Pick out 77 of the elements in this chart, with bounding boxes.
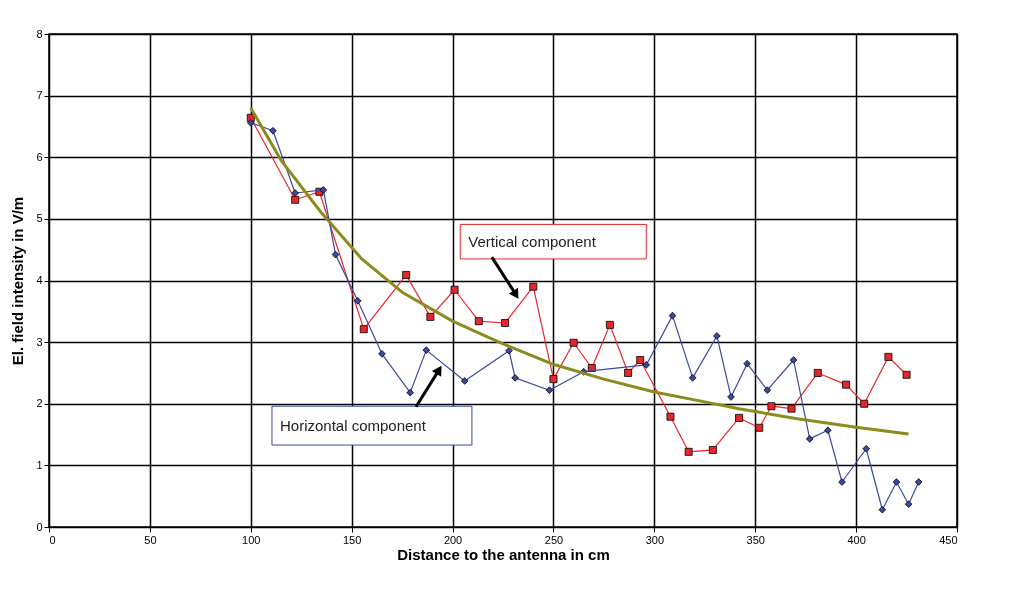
point — [291, 195, 300, 204]
point — [914, 478, 923, 486]
point — [713, 332, 721, 340]
point — [789, 356, 798, 364]
point — [422, 346, 431, 354]
y-tick-label: 5 — [36, 212, 43, 225]
point — [624, 369, 633, 377]
text: Vertical component — [468, 232, 597, 250]
point — [606, 320, 614, 329]
point — [378, 350, 386, 358]
point — [642, 361, 651, 369]
y-tick-label: 6 — [36, 150, 43, 163]
point — [569, 338, 578, 347]
point — [501, 319, 509, 327]
point — [838, 478, 846, 486]
point — [904, 500, 913, 508]
point — [359, 325, 368, 334]
point — [787, 404, 796, 413]
y-tick-label: 1 — [36, 458, 43, 471]
point — [549, 375, 558, 384]
point — [406, 388, 414, 397]
point — [331, 250, 340, 259]
point — [666, 412, 675, 421]
y-axis-title: El. field intensity in V/m — [9, 196, 27, 366]
point — [474, 317, 483, 326]
x-tick-label: 350 — [746, 533, 765, 546]
point — [862, 444, 870, 453]
point — [426, 312, 435, 321]
point — [892, 478, 901, 486]
point — [805, 435, 814, 443]
point — [529, 282, 538, 291]
x-tick-label: 0 — [49, 533, 56, 546]
x-tick-label: 100 — [242, 533, 261, 546]
series-label: Horizontal component — [279, 416, 427, 434]
point — [824, 426, 832, 434]
point — [884, 352, 893, 361]
point — [511, 374, 519, 382]
y-tick-label: 2 — [36, 397, 43, 410]
point — [735, 413, 744, 422]
point — [402, 271, 411, 279]
point — [291, 189, 299, 197]
y-tick-label: 4 — [36, 274, 43, 286]
point — [763, 386, 772, 394]
x-tick-label: 300 — [645, 533, 665, 546]
point — [743, 359, 751, 368]
point — [668, 311, 677, 320]
point — [708, 446, 717, 454]
x-tick-label: 50 — [144, 533, 157, 546]
point — [545, 386, 554, 394]
point — [842, 380, 850, 389]
x-tick-label: 150 — [342, 533, 362, 546]
x-tick-label: 450 — [939, 533, 958, 546]
x-tick-label: 400 — [847, 533, 866, 546]
x-tick-label: 200 — [443, 533, 463, 546]
point — [688, 374, 697, 382]
x-axis-title: Distance to the antenna in cm — [397, 545, 610, 563]
point — [505, 347, 513, 355]
y-tick-label: 8 — [36, 27, 43, 40]
y-tick-label: 7 — [36, 89, 43, 102]
point — [684, 447, 693, 456]
y-tick-label: 0 — [36, 520, 43, 533]
point — [902, 370, 911, 379]
point — [269, 127, 277, 135]
point — [727, 393, 735, 401]
point — [860, 399, 869, 408]
point — [813, 369, 822, 377]
point — [460, 377, 469, 385]
point — [636, 356, 645, 364]
point — [755, 423, 764, 432]
point — [319, 186, 328, 194]
point — [247, 118, 255, 127]
point — [878, 505, 887, 514]
point — [353, 297, 362, 305]
x-tick-label: 250 — [544, 533, 564, 546]
point — [767, 402, 776, 411]
point — [450, 285, 459, 294]
y-tick-label: 3 — [36, 335, 43, 348]
